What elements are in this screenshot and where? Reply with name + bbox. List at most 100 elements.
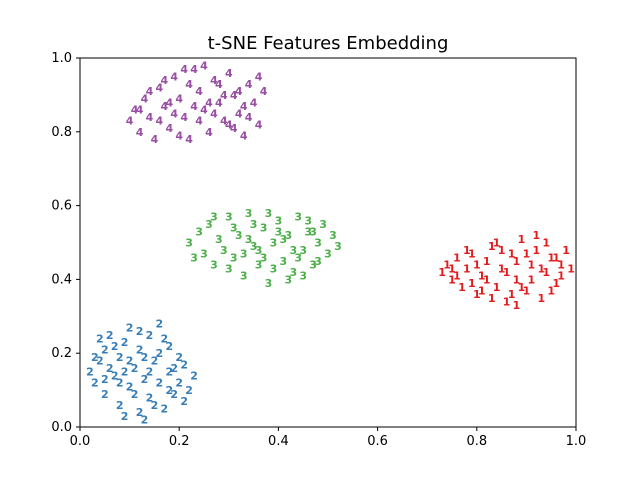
point-1-20: 1 (537, 292, 545, 305)
point-4-47: 4 (210, 107, 218, 120)
point-2-24: 2 (170, 388, 178, 401)
point-1-14: 1 (508, 248, 516, 261)
point-3-14: 3 (265, 277, 273, 290)
point-1-15: 1 (513, 273, 521, 286)
point-4-3: 4 (141, 93, 149, 106)
point-4-11: 4 (180, 111, 188, 124)
point-2-28: 2 (185, 384, 193, 397)
point-1-3: 1 (453, 251, 461, 264)
point-3-21: 3 (299, 244, 307, 257)
point-1-26: 1 (567, 262, 575, 275)
point-2-8: 2 (116, 351, 124, 364)
point-4-2: 4 (136, 126, 144, 139)
point-1-29: 1 (483, 273, 491, 286)
plot-frame (79, 57, 577, 428)
point-1-45: 1 (547, 284, 555, 297)
point-1-23: 1 (552, 277, 560, 290)
point-3-8: 3 (235, 229, 243, 242)
point-1-49: 1 (513, 299, 521, 312)
point-3-16: 3 (275, 214, 283, 227)
point-1-11: 1 (493, 281, 501, 294)
point-1-38: 1 (523, 248, 531, 261)
point-4-13: 4 (190, 63, 198, 76)
point-3-22: 3 (304, 225, 312, 238)
point-3-9: 3 (240, 270, 248, 283)
point-4-37: 4 (235, 85, 243, 98)
point-4-8: 4 (165, 122, 173, 135)
point-1-34: 1 (557, 270, 565, 283)
point-2-31: 2 (106, 362, 114, 375)
point-3-12: 3 (255, 259, 263, 272)
point-3-15: 3 (270, 237, 278, 250)
point-3-6: 3 (225, 211, 233, 224)
point-2-39: 2 (180, 395, 188, 408)
point-1-42: 1 (503, 266, 511, 279)
point-2-25: 2 (175, 351, 183, 364)
point-2-44: 2 (156, 347, 164, 360)
point-3-1: 3 (195, 225, 203, 238)
point-3-10: 3 (245, 207, 253, 220)
point-4-33: 4 (195, 115, 203, 128)
point-2-14: 2 (136, 344, 144, 357)
point-3-41: 3 (284, 273, 292, 286)
point-4-25: 4 (250, 96, 258, 109)
point-4-20: 4 (225, 67, 233, 80)
point-4-44: 4 (240, 100, 248, 113)
point-2-45: 2 (126, 355, 134, 368)
point-1-37: 1 (508, 288, 516, 301)
point-1-43: 1 (518, 281, 526, 294)
point-4-18: 4 (215, 96, 223, 109)
point-2-11: 2 (126, 321, 134, 334)
x-tick-label-0: 0.0 (70, 434, 91, 449)
point-2-46: 2 (101, 373, 109, 386)
point-4-10: 4 (175, 93, 183, 106)
point-2-18: 2 (151, 355, 159, 368)
point-3-35: 3 (280, 233, 288, 246)
point-1-4: 1 (458, 281, 466, 294)
point-1-36: 1 (493, 237, 501, 250)
point-4-36: 4 (225, 118, 233, 131)
point-4-22: 4 (235, 107, 243, 120)
point-4-15: 4 (200, 104, 208, 117)
point-1-46: 1 (448, 262, 456, 275)
point-3-17: 3 (280, 255, 288, 268)
point-4-42: 4 (200, 59, 208, 72)
x-tick-label-3: 0.6 (367, 434, 388, 449)
point-2-29: 2 (190, 369, 198, 382)
point-2-41: 2 (116, 377, 124, 390)
point-4-29: 4 (156, 115, 164, 128)
point-2-17: 2 (146, 391, 154, 404)
point-3-3: 3 (205, 218, 213, 231)
point-1-28: 1 (468, 277, 476, 290)
point-4-17: 4 (210, 74, 218, 87)
point-4-23: 4 (240, 129, 248, 142)
point-3-36: 3 (289, 244, 297, 257)
point-3-31: 3 (240, 248, 248, 261)
point-2-48: 2 (141, 414, 149, 427)
point-2-6: 2 (111, 369, 119, 382)
point-4-30: 4 (165, 96, 173, 109)
point-4-31: 4 (175, 129, 183, 142)
point-2-33: 2 (121, 410, 129, 423)
point-3-30: 3 (230, 222, 238, 235)
point-3-33: 3 (260, 251, 268, 264)
point-3-45: 3 (275, 225, 283, 238)
point-4-43: 4 (220, 89, 228, 102)
point-2-4: 2 (101, 388, 109, 401)
point-4-46: 4 (190, 100, 198, 113)
point-3-25: 3 (319, 218, 327, 231)
point-3-23: 3 (309, 259, 317, 272)
point-1-47: 1 (478, 284, 486, 297)
point-2-27: 2 (180, 358, 188, 371)
point-1-35: 1 (473, 259, 481, 272)
point-4-40: 4 (160, 74, 168, 87)
point-4-34: 4 (205, 96, 213, 109)
point-4-28: 4 (146, 85, 154, 98)
point-1-1: 1 (443, 259, 451, 272)
point-4-24: 4 (245, 78, 253, 91)
point-4-4: 4 (146, 111, 154, 124)
point-1-22: 1 (547, 251, 555, 264)
point-2-15: 2 (141, 373, 149, 386)
point-4-48: 4 (230, 122, 238, 135)
point-1-32: 1 (528, 273, 536, 286)
